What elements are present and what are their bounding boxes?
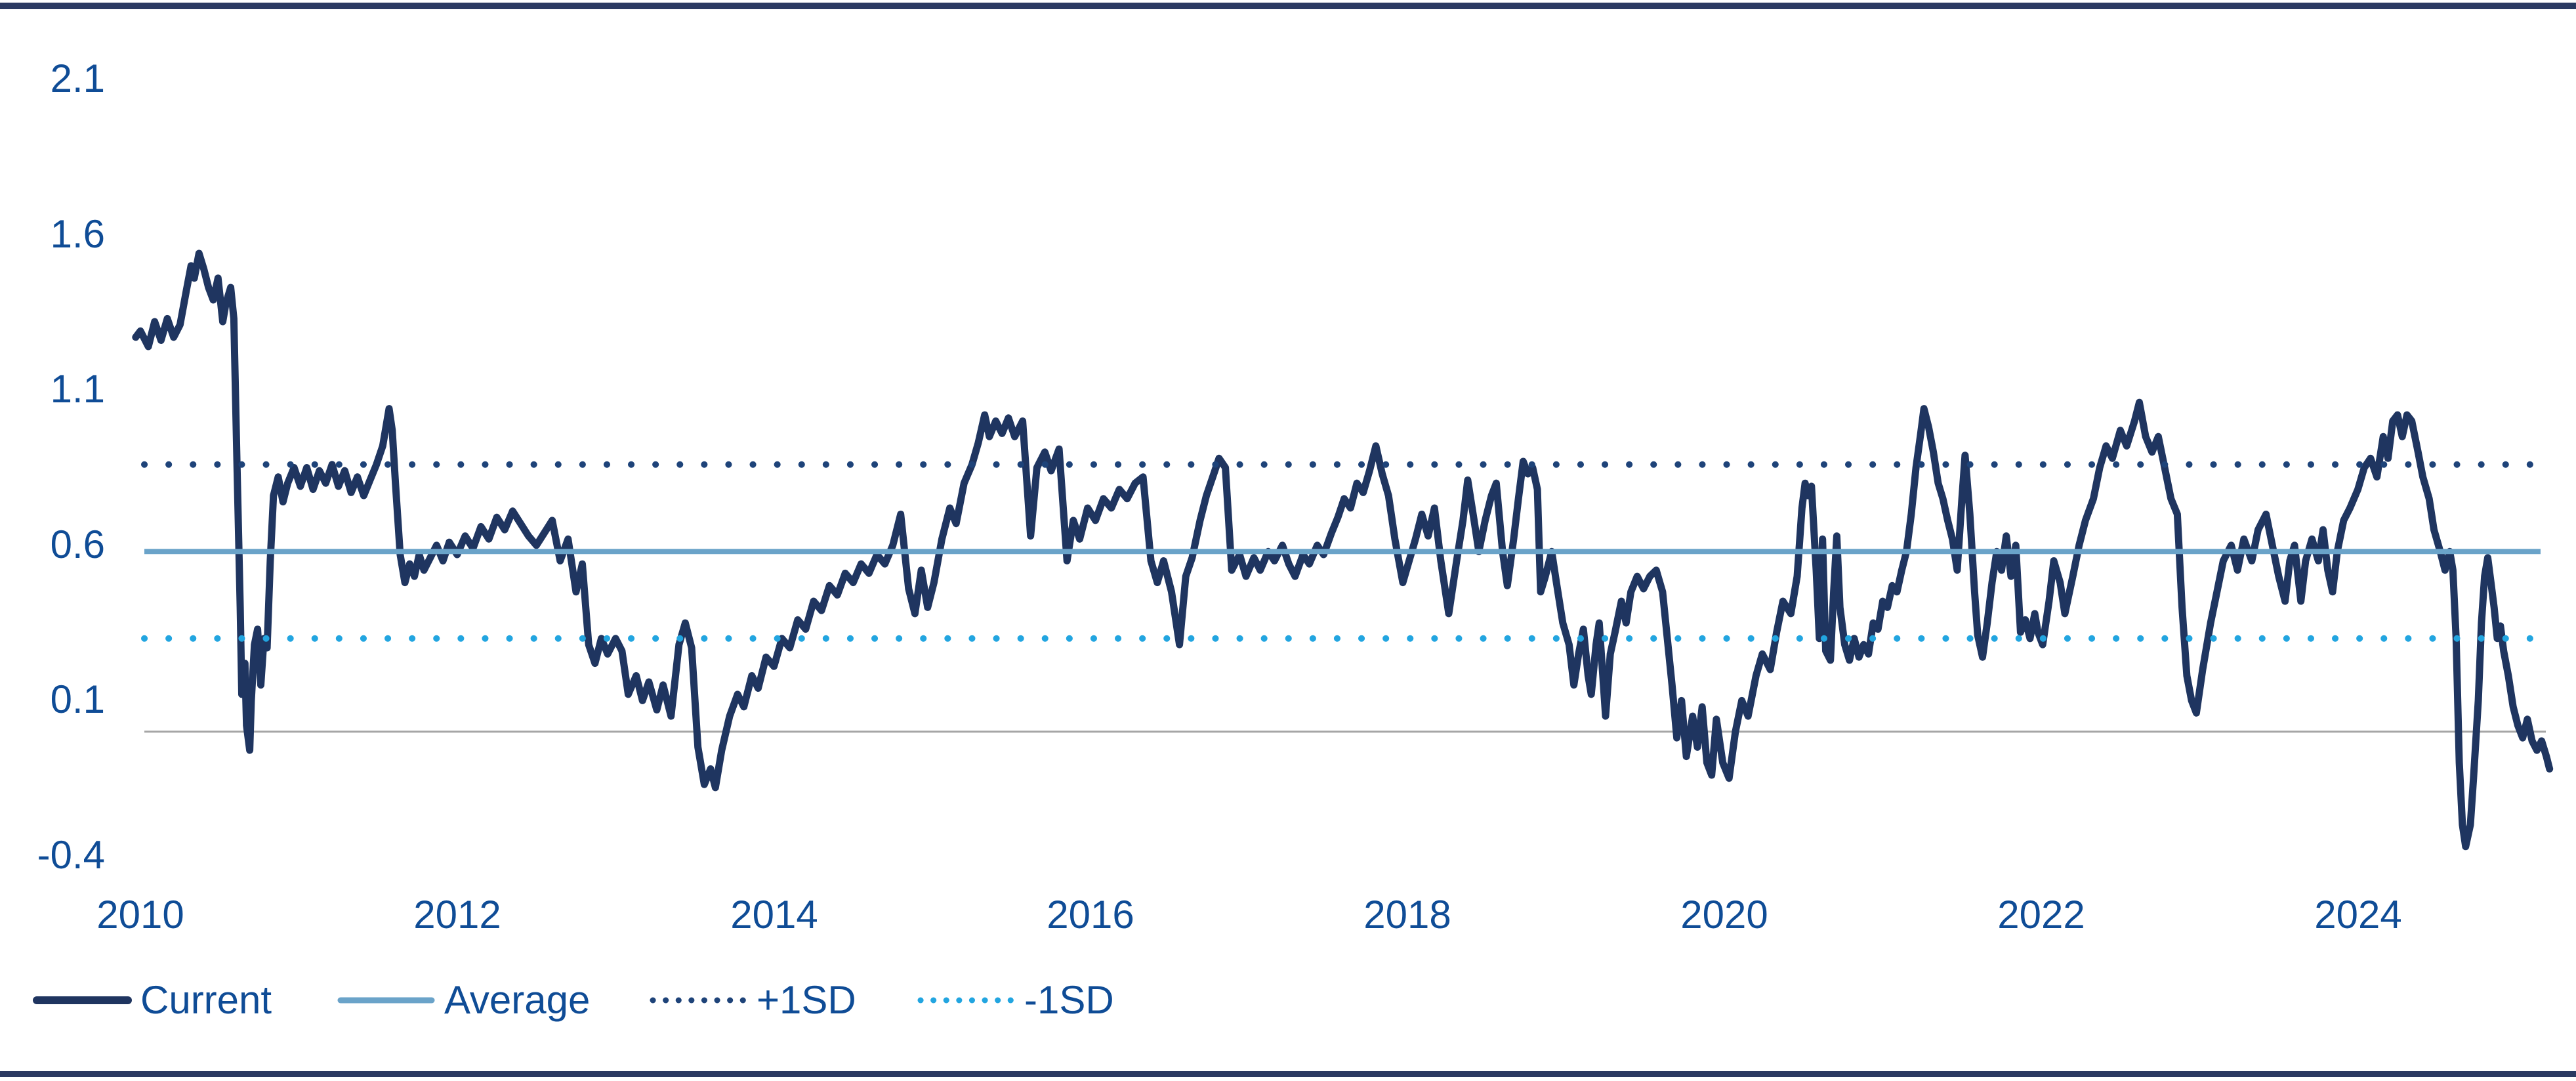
legend-item-plus-1sd: +1SD [649,979,856,1021]
bottom-accent-bar [0,1071,2576,1077]
x-tick-label: 2020 [1680,893,1768,937]
y-tick-label: 0.1 [50,677,105,721]
y-tick-label: 2.1 [50,56,105,100]
minus-1sd-line-swatch [917,997,1015,1004]
x-tick-label: 2016 [1047,893,1134,937]
average-line-swatch [337,997,435,1004]
plus-1sd-line-swatch [650,997,747,1004]
x-tick-label: 2010 [96,893,184,937]
top-accent-bar [0,3,2576,9]
x-tick-label: 2022 [1997,893,2085,937]
legend-label-minus-1sd: -1SD [1024,978,1114,1022]
y-tick-label: -0.4 [37,832,105,877]
x-tick-label: 2024 [2314,893,2402,937]
legend-item-minus-1sd: -1SD [917,979,1114,1021]
legend-label-current: Current [140,978,272,1022]
y-tick-label: 1.1 [50,366,105,411]
x-tick-label: 2014 [730,893,818,937]
legend-item-current: Current [33,979,272,1021]
y-tick-label: 1.6 [50,211,105,256]
current-line-swatch [33,996,132,1004]
legend-label-average: Average [444,978,591,1022]
x-tick-label: 2012 [413,893,501,937]
x-tick-label: 2018 [1363,893,1451,937]
legend-label-plus-1sd: +1SD [757,978,856,1022]
y-tick-label: 0.6 [50,522,105,566]
legend-item-average: Average [337,979,590,1021]
